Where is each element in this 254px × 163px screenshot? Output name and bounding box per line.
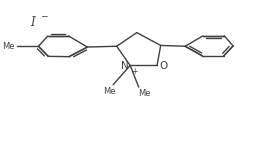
Text: I: I (30, 16, 35, 29)
Text: Me: Me (103, 87, 115, 96)
Text: −: − (40, 11, 48, 20)
Text: +: + (131, 67, 137, 76)
Text: O: O (158, 61, 167, 71)
Text: N: N (120, 61, 128, 71)
Text: Me: Me (138, 89, 150, 98)
Text: Me: Me (3, 42, 15, 51)
